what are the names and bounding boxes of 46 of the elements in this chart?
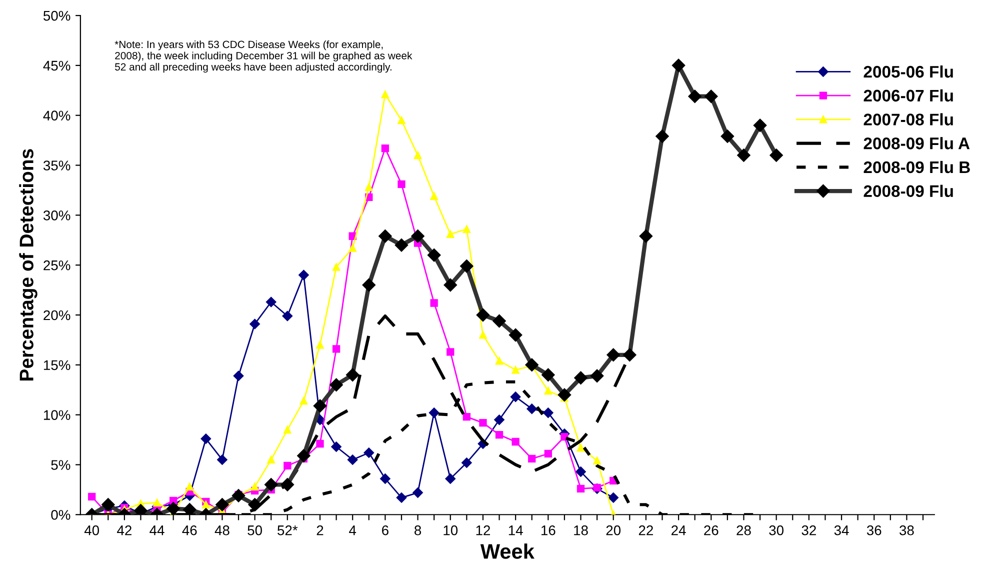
y-tick-label: 15% [44,360,70,370]
x-tick-label: 20 [606,525,621,536]
x-axis-title: Week [480,544,534,559]
legend-label: 2006-07 Flu [864,89,953,102]
x-tick-label: 40 [84,525,100,536]
x-tick-label: 8 [414,525,422,536]
x-tick-label: 12 [476,525,490,536]
x-tick-label: 22 [638,525,653,536]
y-tick-label: 5% [51,460,70,470]
x-tick-label: 50 [248,525,262,536]
y-tick-label: 35% [43,160,70,170]
y-tick-label: 30% [43,210,70,220]
x-tick-label: 36 [866,525,882,536]
x-tick-label: 48 [214,525,230,536]
x-tick-label: 14 [508,526,523,536]
x-tick-label: 52* [278,525,298,536]
x-tick-label: 6 [382,525,388,536]
y-axis-title: Percentage of Detections [19,149,38,380]
legend-label: 2008-09 Flu B [864,160,970,174]
x-tick-label: 30 [769,525,784,536]
x-tick-label: 34 [834,525,849,536]
x-tick-label: 26 [704,525,718,536]
x-tick-label: 24 [672,525,686,536]
y-tick-label: 10% [44,410,70,420]
x-tick-label: 38 [900,525,914,536]
annotation: *Note: In years with 53 CDC Disease Weeks (for example, 2008), the week including December 31 will be graphed as week 52 and all preceding weeks have been adjusted accordingly. [114,40,412,73]
x-tick-label: 18 [574,525,588,536]
legend-label: 2005-06 Flu [864,65,953,78]
y-tick-label: 25% [44,260,70,270]
legend-label: 2007-08 Flu [864,113,953,126]
y-tick-label: 45% [43,60,70,71]
y-tick-label: 20% [44,310,70,320]
x-tick-label: 46 [182,525,197,536]
x-tick-label: 42 [117,525,132,536]
x-tick-label: 44 [150,526,164,536]
x-tick-label: 16 [542,525,556,536]
y-tick-label: 40% [43,110,70,121]
x-tick-label: 10 [444,525,458,536]
x-tick-label: 4 [349,526,356,536]
legend-label: 2008-09 Flu A [864,137,970,150]
y-tick-label: 0% [51,510,70,520]
y-tick-label: 50% [43,10,70,21]
x-tick-label: 32 [802,525,816,536]
x-tick-label: 2 [316,525,324,536]
legend-label: 2008-09 Flu [864,184,953,198]
x-tick-label: 28 [736,525,751,536]
